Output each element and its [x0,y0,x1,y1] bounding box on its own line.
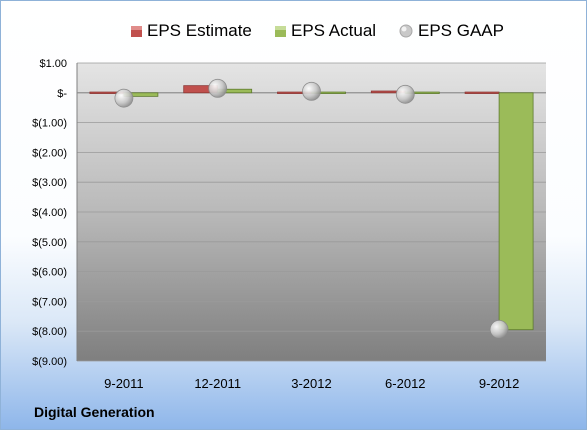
bubble-eps-gaap [395,84,415,104]
x-tick-label: 9-2012 [479,376,519,391]
bar-chart: $1.00 $- $(1.00) $(2.00) $(3.00) $(4.00) $(5.0… [32,58,546,391]
y-tick-label: $(3.00) [32,177,67,189]
y-tick-label: $(2.00) [32,147,67,159]
legend-item-eps-gaap: EPS GAAP [399,19,504,43]
y-tick-label: $(6.00) [32,267,67,279]
x-axis: 9-2011 12-2011 3-2012 6-2012 9-2012 [104,376,519,391]
bar-eps-actual [498,92,534,331]
x-tick-label: 9-2011 [104,376,144,391]
legend: EPS Estimate EPS Actual EPS GAAP [1,19,587,43]
legend-swatch-eps-estimate [131,25,142,37]
y-tick-label: $(7.00) [32,296,67,308]
y-tick-label: $(5.00) [32,237,67,249]
bubble-eps-gaap [114,88,134,108]
x-tick-label: 3-2012 [291,376,331,391]
y-tick-label: $(8.00) [32,326,67,338]
bubble-eps-gaap [489,320,509,339]
company-name: Digital Generation [34,404,155,420]
bubble-eps-gaap [208,78,228,98]
bar-eps-estimate [464,91,500,94]
legend-swatch-eps-gaap [399,24,413,38]
legend-label-eps-actual: EPS Actual [291,21,377,40]
bar-series [89,85,534,331]
bubble-series [114,78,509,339]
y-axis: $1.00 $- $(1.00) $(2.00) $(3.00) $(4.00) $(5.0… [32,58,67,368]
y-tick-label: $- [57,88,67,100]
legend-label-eps-gaap: EPS GAAP [418,21,504,40]
legend-label-eps-estimate: EPS Estimate [147,21,252,40]
y-tick-label: $(9.00) [32,356,67,368]
legend-item-eps-actual: EPS Actual [275,19,376,43]
y-tick-label: $(1.00) [32,118,67,130]
y-tick-label: $(4.00) [32,207,67,219]
x-tick-label: 12-2011 [194,376,241,391]
legend-item-eps-estimate: EPS Estimate [131,19,252,43]
bubble-eps-gaap [302,81,321,101]
y-tick-label: $1.00 [39,58,67,70]
legend-swatch-eps-actual [275,25,286,37]
x-tick-label: 6-2012 [385,376,425,391]
